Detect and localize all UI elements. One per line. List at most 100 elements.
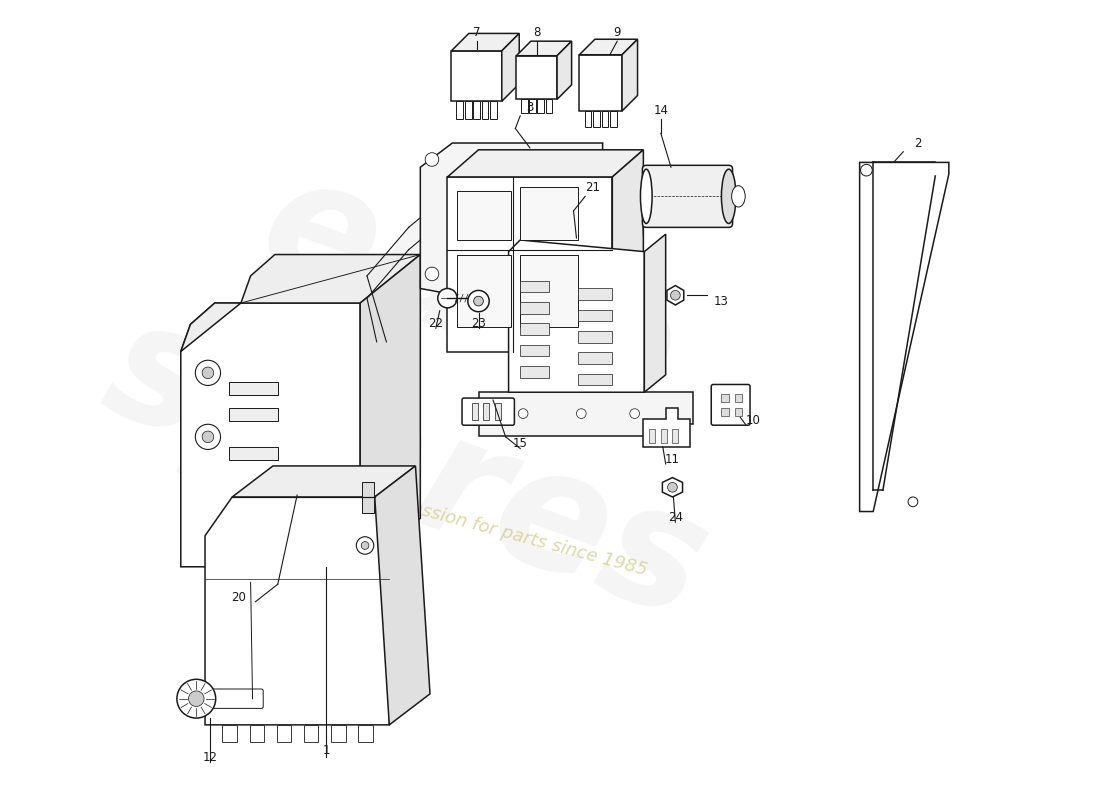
Bar (359, 725, 373, 742)
Bar (458, 191, 510, 240)
Text: 12: 12 (202, 750, 218, 764)
Bar (362, 482, 374, 514)
Text: euro
spares: euro spares (84, 109, 792, 653)
Circle shape (196, 424, 220, 450)
Bar (304, 725, 319, 742)
Polygon shape (180, 254, 420, 351)
Ellipse shape (732, 186, 745, 207)
Polygon shape (375, 466, 430, 725)
Text: 15: 15 (513, 438, 528, 450)
Bar (229, 446, 278, 460)
Bar (579, 289, 613, 300)
Bar (661, 429, 667, 442)
Polygon shape (451, 51, 502, 102)
Polygon shape (644, 408, 690, 446)
Bar (520, 323, 549, 335)
Polygon shape (205, 497, 389, 725)
Polygon shape (480, 392, 693, 436)
Circle shape (426, 267, 439, 281)
Text: 22: 22 (428, 317, 443, 330)
Polygon shape (448, 177, 613, 351)
Bar (649, 429, 654, 442)
Polygon shape (613, 150, 644, 351)
Text: 20: 20 (231, 590, 246, 604)
Polygon shape (602, 111, 608, 126)
Bar (520, 186, 579, 240)
Polygon shape (360, 254, 420, 567)
Circle shape (671, 290, 680, 300)
Circle shape (361, 542, 368, 550)
Polygon shape (521, 99, 528, 113)
Circle shape (630, 409, 639, 418)
Ellipse shape (722, 169, 736, 223)
Bar (229, 408, 278, 422)
Bar (520, 345, 549, 356)
Polygon shape (508, 240, 645, 392)
Polygon shape (557, 41, 572, 99)
Polygon shape (229, 567, 397, 598)
Polygon shape (538, 99, 544, 113)
Text: 8: 8 (534, 26, 540, 39)
FancyBboxPatch shape (712, 385, 750, 426)
Text: 10: 10 (746, 414, 760, 427)
Text: 1: 1 (322, 744, 330, 757)
Circle shape (860, 164, 872, 176)
Polygon shape (667, 286, 684, 305)
Bar (579, 353, 613, 364)
Bar (222, 725, 236, 742)
Text: 23: 23 (471, 317, 486, 330)
Text: 9: 9 (614, 26, 620, 39)
Circle shape (576, 409, 586, 418)
Bar (229, 382, 278, 395)
Polygon shape (580, 39, 638, 54)
Text: 14: 14 (653, 104, 669, 117)
Bar (579, 374, 613, 386)
Circle shape (468, 290, 490, 312)
Circle shape (909, 497, 917, 506)
Circle shape (438, 289, 458, 308)
Text: 7: 7 (473, 26, 481, 39)
FancyBboxPatch shape (462, 398, 515, 426)
Bar (720, 394, 728, 402)
Polygon shape (482, 102, 488, 118)
Polygon shape (473, 102, 480, 118)
Text: a passion for parts since 1985: a passion for parts since 1985 (382, 492, 649, 580)
Polygon shape (645, 234, 665, 392)
Text: 2: 2 (914, 137, 922, 150)
Polygon shape (232, 466, 416, 497)
Bar (250, 725, 264, 742)
Bar (579, 310, 613, 322)
Polygon shape (580, 54, 622, 111)
Text: 11: 11 (666, 453, 680, 466)
Polygon shape (448, 150, 644, 177)
Polygon shape (584, 111, 592, 126)
Text: 24: 24 (668, 511, 683, 524)
Polygon shape (502, 34, 519, 102)
Polygon shape (180, 303, 360, 567)
Polygon shape (420, 143, 603, 322)
Polygon shape (456, 102, 463, 118)
Bar (458, 254, 510, 327)
Polygon shape (610, 111, 617, 126)
Bar (720, 408, 728, 415)
Circle shape (474, 296, 483, 306)
Bar (520, 302, 549, 314)
Polygon shape (451, 34, 519, 51)
Bar (520, 254, 579, 327)
Polygon shape (490, 102, 497, 118)
Polygon shape (621, 39, 638, 111)
Circle shape (202, 431, 213, 442)
Bar (520, 281, 549, 292)
Circle shape (518, 409, 528, 418)
Circle shape (668, 482, 678, 492)
Ellipse shape (640, 169, 652, 223)
Bar (472, 403, 477, 420)
Circle shape (177, 679, 216, 718)
Circle shape (202, 367, 213, 378)
Bar (735, 394, 743, 402)
Bar (579, 331, 613, 342)
FancyBboxPatch shape (642, 166, 733, 227)
Text: 21: 21 (585, 182, 601, 194)
Polygon shape (516, 41, 572, 56)
Circle shape (188, 691, 205, 706)
